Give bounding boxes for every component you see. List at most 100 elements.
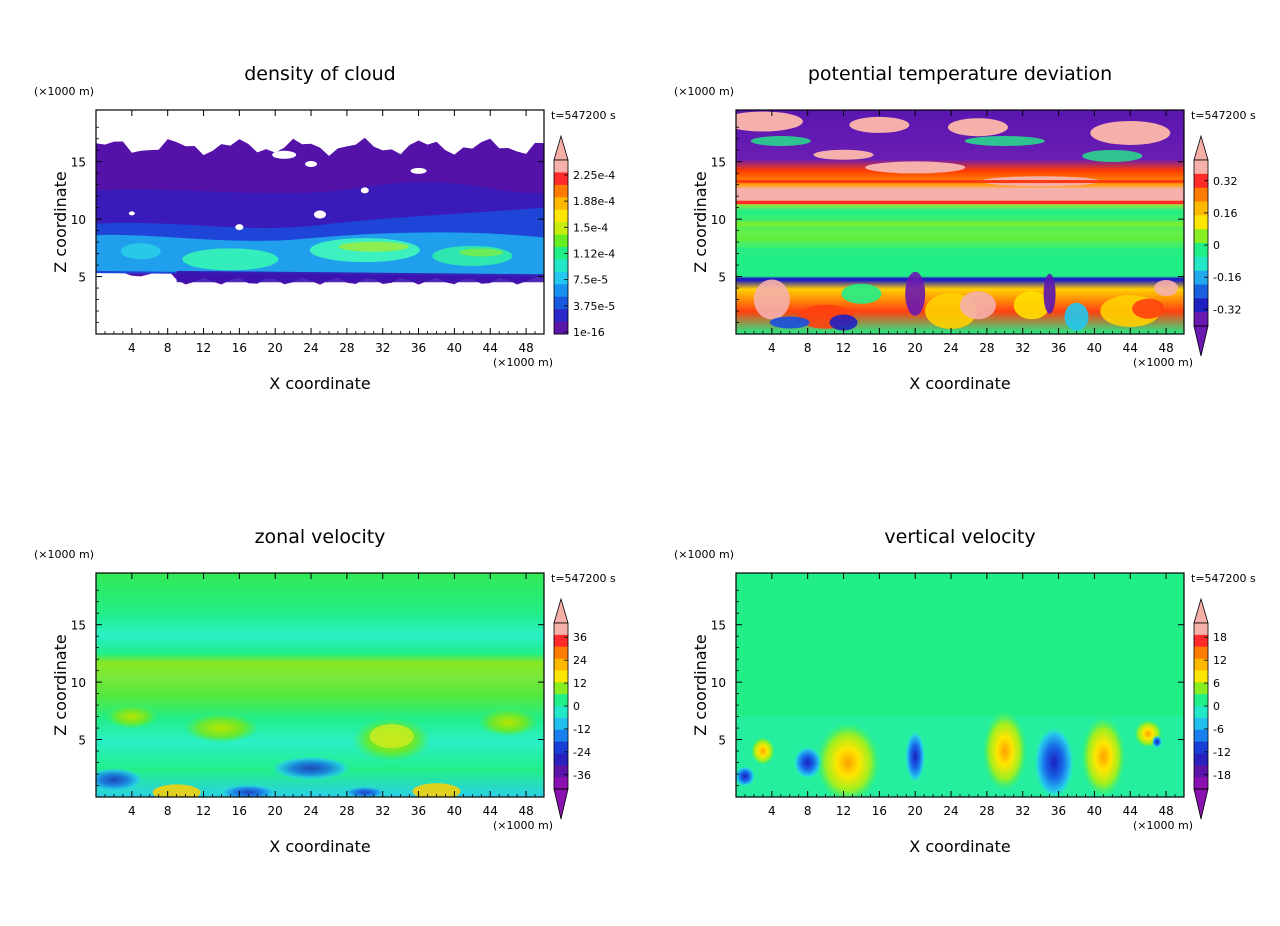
x-tick-label: 32 [1015,341,1030,355]
colorbar-bottom-arrow [553,788,569,820]
colorbar-band [554,753,568,766]
colorbar-label: 0 [1213,239,1220,252]
x-tick-label: 36 [1051,341,1066,355]
colorbar-band [554,209,568,223]
colorbar-band [554,284,568,298]
y-unit-label: (×1000 m) [674,548,734,561]
x-tick-label: 40 [1087,341,1102,355]
colorbar-band [554,321,568,335]
x-tick-label: 28 [979,341,994,355]
x-tick-label: 24 [303,804,318,818]
colorbar-frame [1193,159,1209,327]
y-axis-label: Z coordinate [51,634,70,735]
y-tick-label: 10 [71,213,86,227]
colorbar-band [1194,284,1208,299]
colorbar-band [1194,658,1208,671]
x-tick-label: 4 [128,804,136,818]
x-tick-label: 12 [196,341,211,355]
colorbar-band [1194,298,1208,313]
colorbar-band [1194,741,1208,754]
colorbar-band [554,682,568,695]
x-tick-label: 32 [1015,804,1030,818]
colorbar-band [1194,201,1208,216]
x-tick-label: 28 [979,804,994,818]
y-tick-label: 10 [711,676,726,690]
time-label: t=547200 s [551,109,616,122]
colorbar-band [1194,646,1208,660]
colorbar-band [554,765,568,778]
x-tick-label: 36 [411,804,426,818]
x-tick-label: 24 [943,341,958,355]
colorbar-band [1194,729,1208,743]
x-tick-label: 4 [768,804,776,818]
colorbar-band [554,777,568,790]
x-tick-label: 28 [339,804,354,818]
y-tick-label: 15 [71,156,86,170]
colorbar-band [1194,694,1208,707]
x-tick-label: 8 [164,341,172,355]
colorbar-band [1194,187,1208,202]
x-tick-label: 44 [1123,341,1138,355]
x-tick-label: 16 [872,341,887,355]
colorbar-band [554,184,568,198]
colorbar-band [1194,670,1208,683]
x-tick-label: 28 [339,341,354,355]
colorbar-band [554,634,568,648]
colorbar-label: -0.32 [1213,303,1241,316]
colorbar-band [554,247,568,260]
x-unit-label: (×1000 m) [493,356,553,369]
x-tick-label: 8 [804,804,812,818]
panel-title: zonal velocity [255,526,386,548]
colorbar-band [1194,229,1208,244]
colorbar-top-arrow [1193,597,1209,624]
y-tick-label: 5 [718,734,726,748]
colorbar-band [554,670,568,683]
cloud-texture [96,141,544,283]
x-tick-label: 40 [447,804,462,818]
colorbar-label: -24 [573,746,591,759]
updraft [982,711,1027,792]
colorbar-band [1194,312,1208,327]
colorbar-band [554,694,568,707]
colorbar-label: -0.16 [1213,271,1241,284]
downdraft [1034,726,1075,797]
colorbar-band [554,197,568,211]
colorbar-band [1194,243,1208,258]
colorbar-band [1194,765,1208,778]
updraft [816,722,880,797]
colorbar-label: 24 [573,654,587,667]
colorbar-band [554,717,568,731]
colorbar-band [1194,682,1208,695]
colorbar-band [554,222,568,236]
x-tick-label: 48 [518,804,533,818]
updraft [750,737,775,766]
x-tick-label: 8 [804,341,812,355]
x-tick-label: 12 [196,804,211,818]
x-axis-label: X coordinate [909,374,1010,393]
downdraft [1152,735,1163,748]
y-tick-label: 15 [71,619,86,633]
field-cloud [96,110,544,334]
colorbar-band [554,706,568,719]
x-tick-label: 48 [1158,341,1173,355]
x-tick-label: 12 [836,804,851,818]
colorbar-label: 1.12e-4 [573,247,615,260]
colorbar-band [1194,270,1208,285]
colorbar-band [554,259,568,273]
colorbar-label: -12 [573,723,591,736]
x-tick-label: 24 [303,341,318,355]
colorbar-label: -36 [573,769,591,782]
x-tick-label: 32 [375,804,390,818]
x-tick-label: 48 [518,341,533,355]
colorbar-label: 0.16 [1213,207,1238,220]
colorbar-label: 0.32 [1213,175,1238,188]
y-tick-label: 5 [78,271,86,285]
colorbar-label: -12 [1213,746,1231,759]
x-tick-label: 44 [483,804,498,818]
downdraft [793,746,822,779]
colorbar-band [554,271,568,285]
y-axis-label: Z coordinate [691,171,710,272]
colorbar-frame [553,159,569,335]
y-tick-label: 10 [71,676,86,690]
